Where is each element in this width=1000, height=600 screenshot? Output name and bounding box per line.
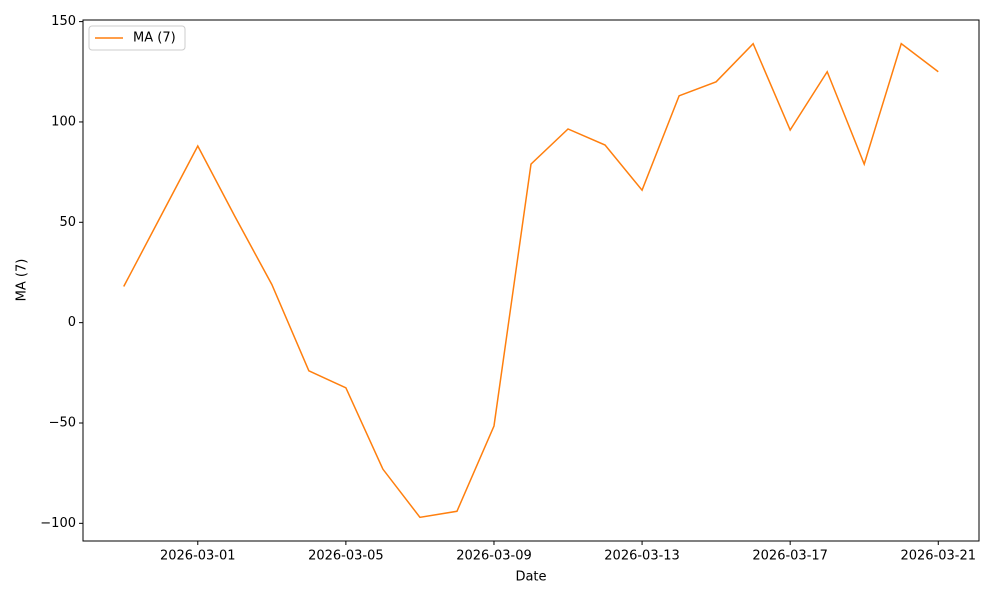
plot-frame: [82, 19, 980, 542]
y-tick-label: −50: [49, 415, 76, 430]
x-axis-label: Date: [515, 570, 546, 585]
data-line: [123, 42, 939, 519]
x-tick-label: 2026-03-05: [308, 549, 384, 564]
x-tick-label: 2026-03-01: [160, 549, 236, 564]
legend-box: [88, 25, 186, 51]
x-tick-label: 2026-03-17: [752, 549, 828, 564]
y-tick-label: 0: [68, 315, 76, 330]
x-tick-label: 2026-03-13: [604, 549, 680, 564]
legend-label: MA (7): [133, 31, 176, 46]
y-tick-label: −100: [40, 516, 76, 531]
y-axis-label: MA (7): [15, 259, 30, 302]
y-tick-label: 100: [51, 114, 76, 129]
y-tick-label: 50: [59, 215, 76, 230]
x-tick-label: 2026-03-09: [456, 549, 532, 564]
y-tick-label: 150: [51, 14, 76, 29]
x-tick-label: 2026-03-21: [900, 549, 976, 564]
